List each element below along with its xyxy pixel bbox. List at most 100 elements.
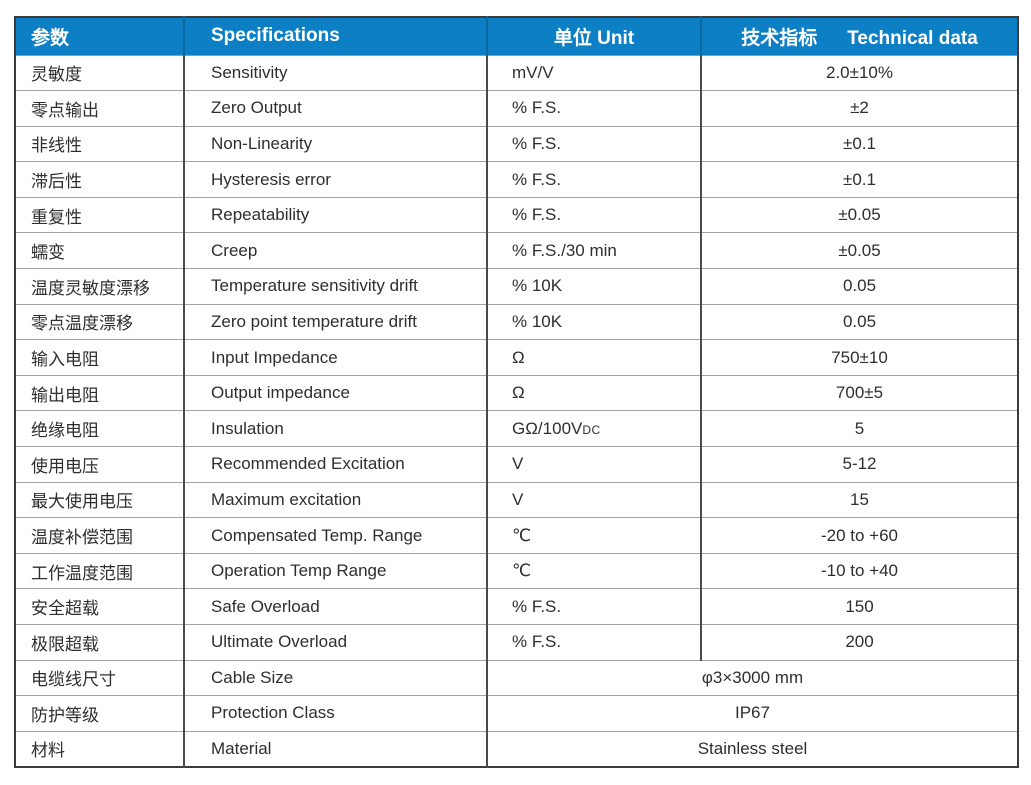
table-row: 温度灵敏度漂移 Temperature sensitivity drift % … [15, 268, 1018, 305]
table-row: 工作温度范围 Operation Temp Range ℃ -10 to +40 [15, 552, 1018, 589]
param-cell: 输入电阻 [15, 339, 184, 376]
spec-cell: Material [183, 730, 487, 767]
param-cell: 防护等级 [15, 695, 184, 732]
merged-value-cell: φ3×3000 mm [486, 659, 1018, 696]
param-cell: 绝缘电阻 [15, 410, 184, 447]
unit-cell: % F.S. [486, 196, 701, 233]
header-technical-data-en: Technical data [847, 27, 978, 49]
unit-cell: V [486, 481, 701, 518]
unit-subscript: DC [582, 422, 601, 437]
param-cell: 材料 [15, 730, 184, 767]
value-cell: ±2 [700, 90, 1018, 127]
value-cell: -10 to +40 [700, 552, 1018, 589]
table-row: 蠕变 Creep % F.S./30 min ±0.05 [15, 232, 1018, 269]
unit-cell: % F.S. [486, 90, 701, 127]
spec-cell: Output impedance [183, 374, 487, 411]
table-row: 最大使用电压 Maximum excitation V 15 [15, 481, 1018, 518]
param-cell: 灵敏度 [15, 54, 184, 91]
header-specifications: Specifications [183, 17, 487, 56]
table-row: 重复性 Repeatability % F.S. ±0.05 [15, 196, 1018, 233]
table-row: 非线性 Non-Linearity % F.S. ±0.1 [15, 125, 1018, 162]
table-row: 安全超载 Safe Overload % F.S. 150 [15, 588, 1018, 625]
param-cell: 滞后性 [15, 161, 184, 198]
header-technical-data-zh: 技术指标 [741, 27, 818, 49]
spec-cell: Recommended Excitation [183, 446, 487, 483]
table-row: 材料 Material Stainless steel [15, 730, 1018, 767]
param-cell: 非线性 [15, 125, 184, 162]
specifications-table: 参数 Specifications 单位 Unit 技术指标 Technical … [14, 16, 1019, 768]
param-cell: 最大使用电压 [15, 481, 184, 518]
table-row: 极限超载 Ultimate Overload % F.S. 200 [15, 624, 1018, 661]
spec-cell: Cable Size [183, 659, 487, 696]
spec-cell: Hysteresis error [183, 161, 487, 198]
value-cell: 5 [700, 410, 1018, 447]
unit-cell: ℃ [486, 552, 701, 589]
spec-cell: Operation Temp Range [183, 552, 487, 589]
spec-cell: Repeatability [183, 196, 487, 233]
value-cell: 750±10 [700, 339, 1018, 376]
unit-cell: V [486, 446, 701, 483]
unit-cell: % F.S. [486, 624, 701, 661]
value-cell: ±0.1 [700, 161, 1018, 198]
unit-main: GΩ/100V [512, 418, 583, 438]
table-row: 使用电压 Recommended Excitation V 5-12 [15, 446, 1018, 483]
param-cell: 温度补偿范围 [15, 517, 184, 554]
spec-cell: Zero point temperature drift [183, 303, 487, 340]
unit-cell: GΩ/100VDC [486, 410, 701, 447]
value-cell: ±0.05 [700, 196, 1018, 233]
unit-cell: % F.S. [486, 161, 701, 198]
value-cell: 0.05 [700, 303, 1018, 340]
header-technical-data: 技术指标 Technical data [700, 17, 1018, 56]
merged-value-cell: Stainless steel [486, 730, 1018, 767]
param-cell: 安全超载 [15, 588, 184, 625]
value-cell: ±0.1 [700, 125, 1018, 162]
spec-cell: Protection Class [183, 695, 487, 732]
table-row: 电缆线尺寸 Cable Size φ3×3000 mm [15, 659, 1018, 696]
param-cell: 蠕变 [15, 232, 184, 269]
spec-cell: Non-Linearity [183, 125, 487, 162]
unit-cell: % 10K [486, 303, 701, 340]
param-cell: 电缆线尺寸 [15, 659, 184, 696]
spec-cell: Sensitivity [183, 54, 487, 91]
param-cell: 极限超载 [15, 624, 184, 661]
unit-cell: mV/V [486, 54, 701, 91]
value-cell: 700±5 [700, 374, 1018, 411]
param-cell: 零点温度漂移 [15, 303, 184, 340]
value-cell: 150 [700, 588, 1018, 625]
spec-cell: Temperature sensitivity drift [183, 268, 487, 305]
param-cell: 使用电压 [15, 446, 184, 483]
unit-cell: % F.S. [486, 588, 701, 625]
spec-cell: Creep [183, 232, 487, 269]
table-row: 防护等级 Protection Class IP67 [15, 695, 1018, 732]
param-cell: 输出电阻 [15, 374, 184, 411]
table-row: 零点输出 Zero Output % F.S. ±2 [15, 90, 1018, 127]
unit-cell: % 10K [486, 268, 701, 305]
table-row: 绝缘电阻 Insulation GΩ/100VDC 5 [15, 410, 1018, 447]
param-cell: 温度灵敏度漂移 [15, 268, 184, 305]
value-cell: ±0.05 [700, 232, 1018, 269]
header-param: 参数 [15, 17, 184, 56]
value-cell: 5-12 [700, 446, 1018, 483]
unit-cell: Ω [486, 339, 701, 376]
unit-cell: Ω [486, 374, 701, 411]
spec-cell: Ultimate Overload [183, 624, 487, 661]
table-row: 灵敏度 Sensitivity mV/V 2.0±10% [15, 54, 1018, 91]
param-cell: 工作温度范围 [15, 552, 184, 589]
spec-cell: Zero Output [183, 90, 487, 127]
value-cell: -20 to +60 [700, 517, 1018, 554]
param-cell: 零点输出 [15, 90, 184, 127]
table-row: 温度补偿范围 Compensated Temp. Range ℃ -20 to … [15, 517, 1018, 554]
spec-cell: Compensated Temp. Range [183, 517, 487, 554]
spec-cell: Maximum excitation [183, 481, 487, 518]
spec-cell: Insulation [183, 410, 487, 447]
header-row: 参数 Specifications 单位 Unit 技术指标 Technical … [15, 17, 1018, 56]
merged-value-cell: IP67 [486, 695, 1018, 732]
unit-cell: ℃ [486, 517, 701, 554]
unit-cell: % F.S./30 min [486, 232, 701, 269]
table-row: 滞后性 Hysteresis error % F.S. ±0.1 [15, 161, 1018, 198]
unit-cell: % F.S. [486, 125, 701, 162]
spec-cell: Safe Overload [183, 588, 487, 625]
value-cell: 2.0±10% [700, 54, 1018, 91]
table-row: 输出电阻 Output impedance Ω 700±5 [15, 374, 1018, 411]
param-cell: 重复性 [15, 196, 184, 233]
